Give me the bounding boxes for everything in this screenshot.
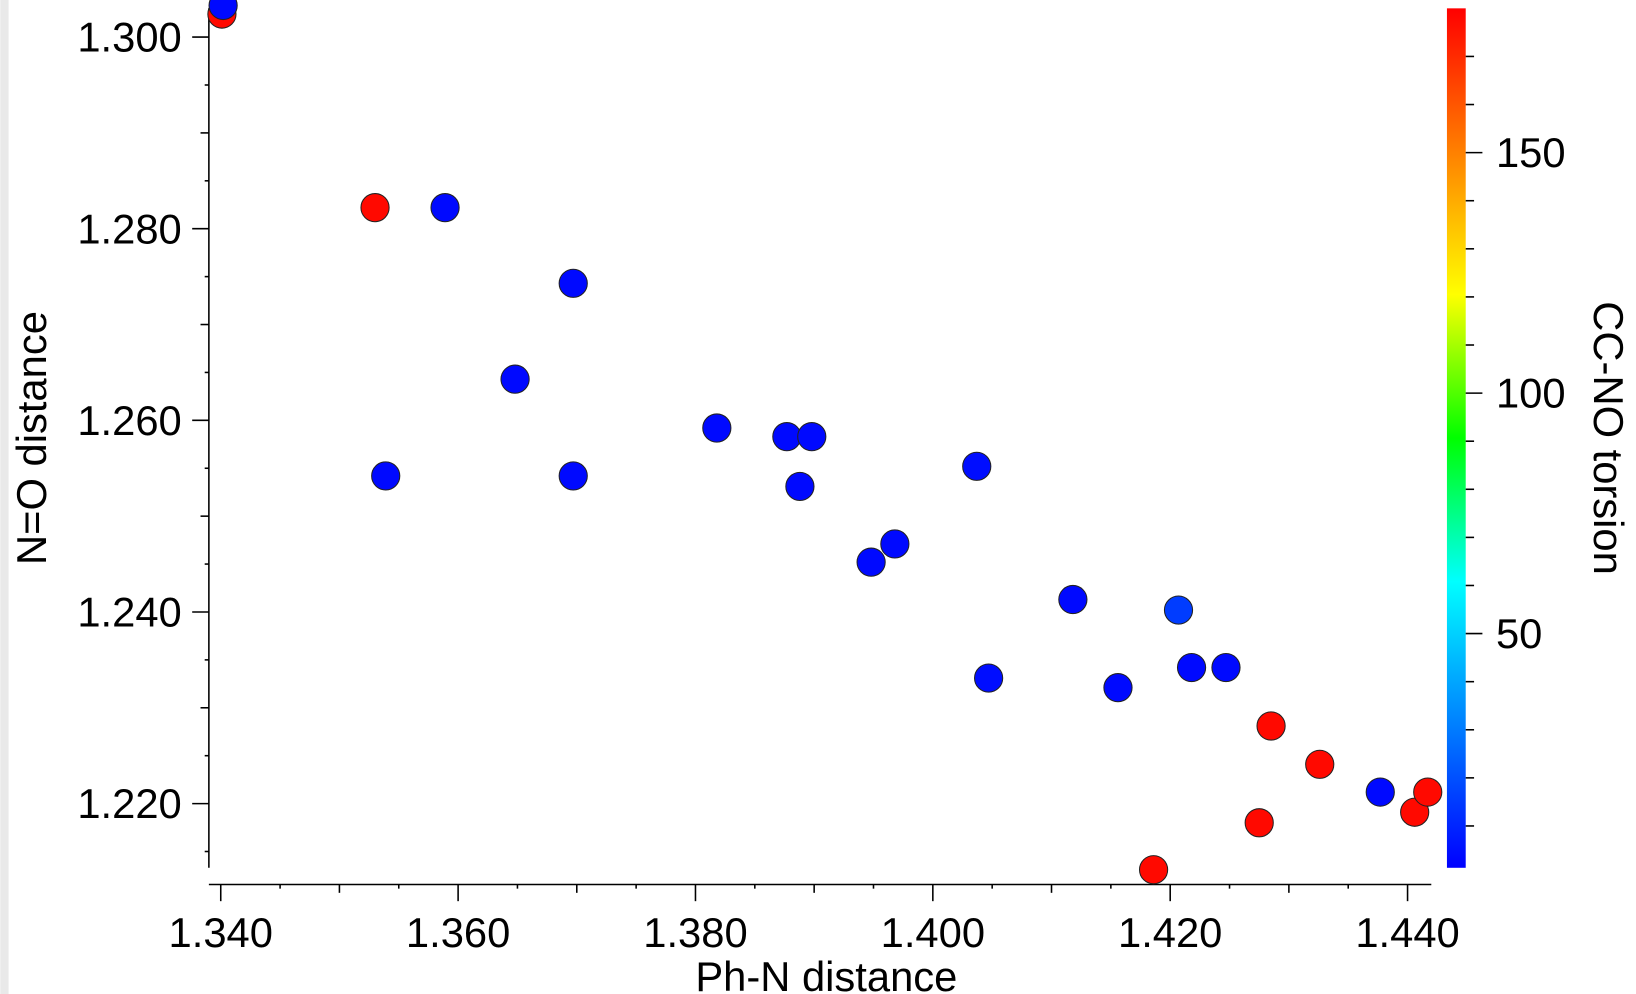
axes: 1.300 1.280 1.260 1.240 1.220 1.340 1.360 1.380… — [77, 8, 1460, 956]
data-point — [880, 529, 910, 559]
x-tick-label: 1.380 — [643, 909, 747, 956]
data-point — [1256, 711, 1286, 741]
data-point — [1103, 673, 1133, 703]
colorbar — [1446, 8, 1466, 868]
data-point — [1413, 777, 1443, 807]
colorbar-tick-label: 150 — [1496, 129, 1566, 176]
x-tick-label: 1.360 — [406, 909, 510, 956]
data-point — [208, 0, 238, 21]
data-point — [785, 471, 815, 502]
data-point — [558, 461, 588, 491]
data-point — [430, 193, 460, 223]
data-point — [1244, 808, 1274, 838]
data-point — [1365, 777, 1395, 807]
y-tick-label: 1.300 — [77, 14, 181, 61]
left-margin-strip — [0, 0, 9, 994]
points-layer — [207, 0, 1443, 885]
data-point — [772, 422, 802, 452]
colorbar-tick-label: 50 — [1496, 610, 1542, 657]
y-tick-label: 1.240 — [77, 589, 181, 636]
data-point — [1305, 749, 1335, 779]
data-point — [1163, 595, 1194, 625]
colorbar-ticks: 150 100 50 — [1465, 55, 1566, 827]
data-point — [702, 413, 732, 443]
data-point — [500, 364, 530, 394]
data-point — [856, 547, 886, 577]
data-point — [1211, 652, 1241, 683]
data-point — [558, 268, 588, 298]
x-axis-label: Ph-N distance — [695, 953, 957, 994]
data-point — [974, 663, 1004, 693]
data-point — [360, 193, 390, 223]
x-tick-label: 1.440 — [1355, 909, 1459, 956]
y-axis-label: N=O distance — [8, 311, 55, 565]
y-tick-label: 1.280 — [77, 205, 181, 252]
data-point — [797, 422, 827, 452]
y-tick-label: 1.260 — [77, 397, 181, 444]
colorbar-tick-label: 100 — [1496, 370, 1566, 417]
data-point — [1176, 652, 1207, 683]
data-point — [1058, 584, 1088, 615]
y-tick-label: 1.220 — [77, 780, 181, 827]
colorbar-label: CC-NO torsion — [1585, 301, 1632, 575]
x-tick-label: 1.340 — [169, 909, 273, 956]
x-tick-label: 1.400 — [881, 909, 985, 956]
x-tick-label: 1.420 — [1118, 909, 1222, 956]
data-point — [962, 451, 992, 481]
data-point — [1138, 855, 1169, 885]
data-point — [371, 461, 401, 491]
